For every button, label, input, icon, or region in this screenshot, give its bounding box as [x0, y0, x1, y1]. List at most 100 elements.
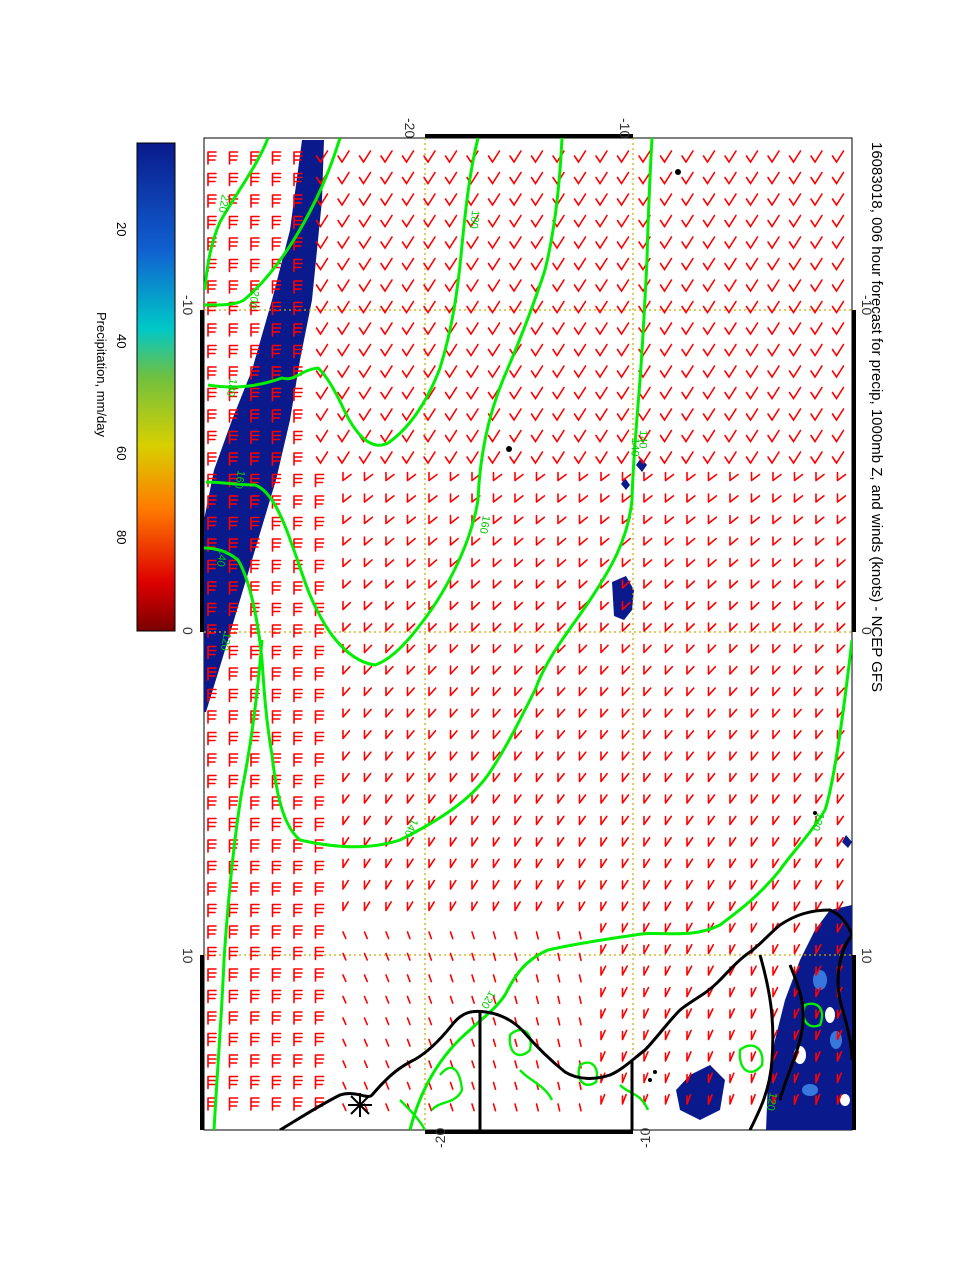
wind-barb: [836, 879, 844, 890]
map-frame: [203, 137, 853, 1131]
wind-barb: [750, 622, 760, 632]
wind-barb: [788, 279, 802, 293]
wind-barb: [836, 794, 845, 804]
wind-barb: [428, 729, 437, 740]
wind-barb: [772, 471, 782, 482]
wind-barb: [250, 796, 260, 810]
wind-barb: [250, 473, 260, 488]
wind-barb: [293, 194, 303, 208]
wind-barb: [750, 815, 759, 826]
wind-barb: [250, 559, 260, 574]
wind-barb: [428, 1038, 433, 1047]
wind-barb: [428, 686, 437, 697]
wind-barb: [428, 514, 438, 525]
wind-barb: [380, 257, 393, 271]
wind-barb: [342, 686, 351, 697]
wind-barb: [664, 858, 672, 869]
wind-barb: [707, 708, 716, 718]
wind-barb: [250, 925, 260, 939]
wind-barb: [750, 965, 757, 976]
wind-barb: [578, 729, 587, 740]
wind-barb: [788, 300, 802, 314]
wind-barb: [836, 493, 847, 503]
wind-barb: [573, 193, 587, 207]
wind-barb: [293, 1011, 303, 1025]
wind-barb: [363, 815, 372, 826]
wind-barb: [363, 952, 369, 961]
wind-barb: [729, 729, 738, 740]
wind-barb: [492, 471, 503, 482]
wind-barb: [207, 624, 217, 638]
wind-barb: [578, 901, 586, 912]
wind-barb: [664, 557, 674, 568]
wind-barb: [314, 774, 325, 789]
wind-barb: [428, 901, 435, 912]
wind-barb: [702, 150, 716, 164]
wind-barb: [314, 731, 325, 746]
wind-barb: [681, 236, 694, 250]
wind-barb: [815, 986, 822, 998]
wind-barb: [406, 514, 417, 525]
wind-barb: [595, 322, 608, 336]
wind-barb: [530, 451, 544, 465]
wind-barb: [557, 995, 561, 1005]
wind-barb: [707, 493, 718, 503]
wind-barb: [471, 794, 479, 804]
wind-barb: [810, 300, 823, 314]
wind-barb: [616, 343, 630, 357]
wind-barb: [535, 974, 540, 983]
wind-barb: [406, 794, 415, 804]
wind-barb: [271, 774, 282, 789]
wind-barb: [271, 645, 282, 660]
wind-barb: [466, 386, 479, 400]
wind-barb: [293, 710, 303, 724]
wind-barb: [750, 858, 758, 869]
wind-barb: [207, 774, 217, 789]
wind-barb: [228, 172, 239, 187]
wind-barb: [707, 815, 716, 826]
wind-barb: [228, 323, 239, 337]
wind-barb: [707, 1093, 713, 1105]
wind-barb: [729, 922, 736, 933]
wind-barb: [466, 257, 479, 271]
wind-barb: [509, 257, 522, 271]
wind-barb: [271, 323, 282, 337]
wind-barb: [471, 557, 481, 568]
wind-barb: [664, 471, 675, 482]
wind-barb: [702, 193, 716, 207]
wind-barb: [707, 772, 716, 783]
wind-barb: [793, 729, 802, 740]
wind-barb: [772, 1093, 778, 1105]
wind-barb: [406, 622, 416, 632]
wind-barb: [681, 429, 694, 443]
wind-barb: [664, 751, 673, 761]
wind-barb: [250, 194, 260, 208]
wind-barb: [471, 901, 478, 912]
wind-barb: [793, 815, 802, 826]
wind-barb: [750, 665, 760, 675]
wind-barb: [664, 729, 673, 740]
wind-barb: [724, 343, 737, 357]
wind-barb: [492, 536, 502, 546]
wind-barb: [535, 995, 540, 1005]
wind-barb: [492, 1060, 497, 1069]
wind-barb: [293, 301, 303, 316]
wind-barb: [788, 343, 802, 357]
wind-barb: [600, 493, 610, 503]
wind-barb: [793, 836, 801, 847]
wind-barb: [471, 1081, 475, 1090]
wind-barb: [428, 643, 437, 654]
wind-barb: [557, 1017, 561, 1026]
wind-barb: [401, 365, 415, 379]
wind-barb: [293, 172, 303, 187]
wind-barb: [686, 815, 694, 826]
wind-barb: [406, 858, 414, 869]
wind-barb: [363, 536, 373, 546]
wind-barb: [600, 751, 609, 761]
wind-barb: [664, 622, 674, 632]
wind-barb: [831, 300, 845, 314]
wind-barb: [793, 751, 802, 761]
contour-label: 120: [764, 1091, 779, 1111]
wind-barb: [573, 279, 587, 293]
